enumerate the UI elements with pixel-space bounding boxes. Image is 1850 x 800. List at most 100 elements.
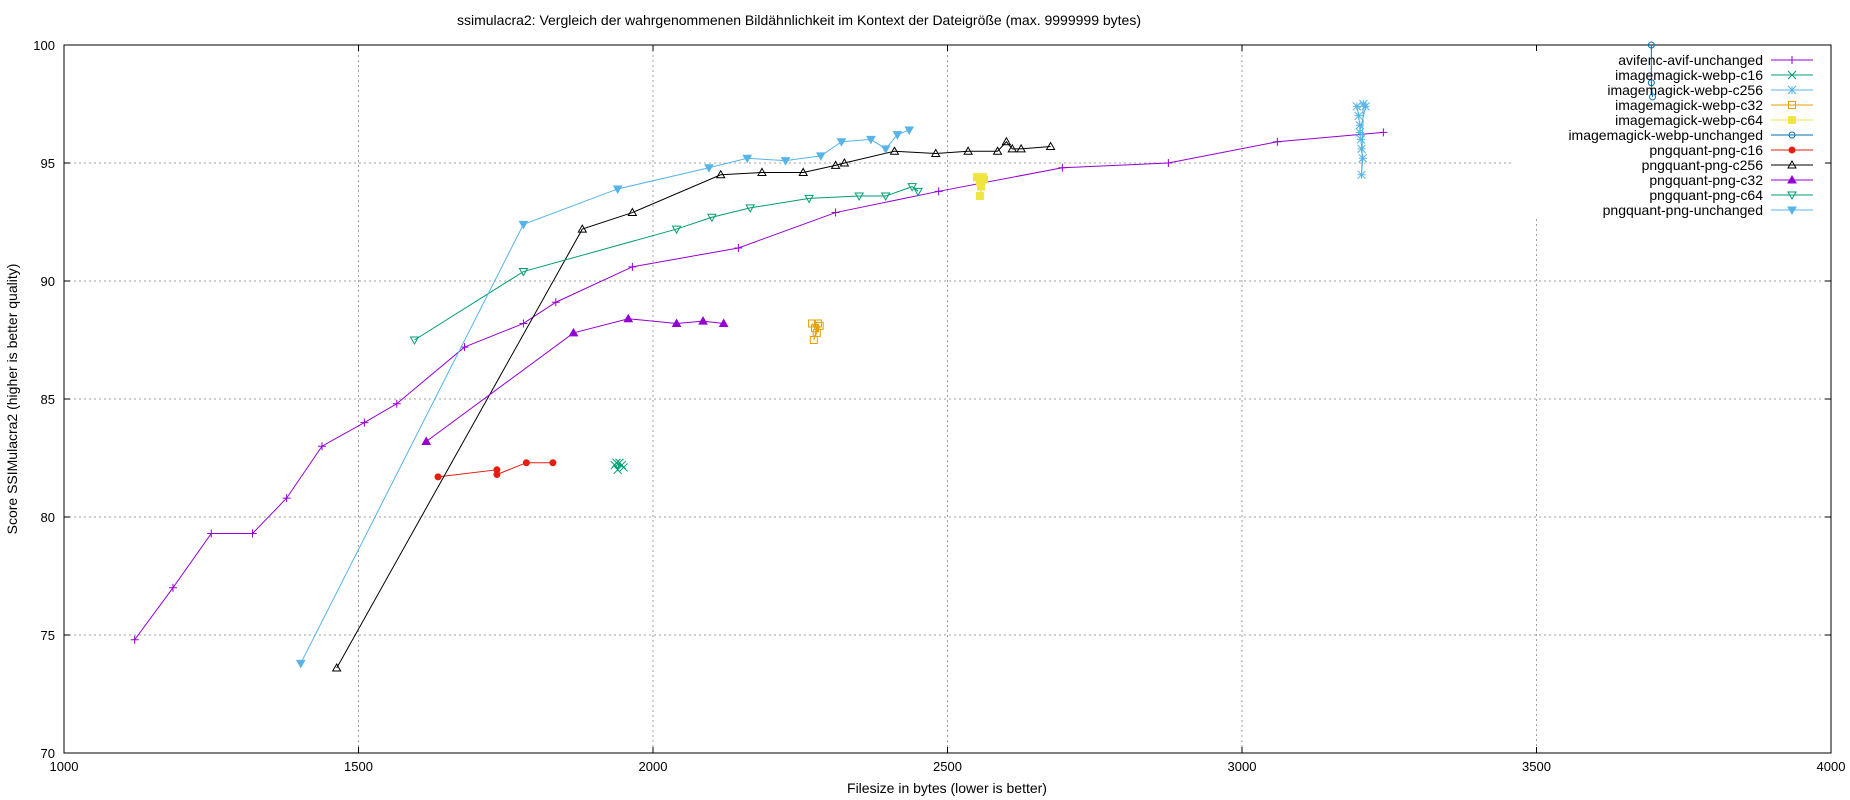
data-point — [798, 167, 809, 176]
data-point — [612, 458, 621, 468]
y-tick-label: 95 — [41, 156, 55, 171]
chart-title: ssimulacra2: Vergleich der wahrgenommene… — [457, 12, 1141, 28]
data-point — [930, 148, 941, 158]
data-point — [742, 154, 753, 164]
x-axis-label: Filesize in bytes (lower is better) — [847, 780, 1047, 796]
legend-label: avifenc-avif-unchanged — [1618, 52, 1763, 68]
data-point — [889, 146, 900, 155]
data-point — [282, 494, 291, 503]
data-point — [715, 169, 726, 179]
legend-label: imagemagick-webp-c32 — [1615, 97, 1763, 113]
data-point — [704, 164, 714, 173]
legend-marker — [1787, 85, 1797, 95]
y-tick-label: 80 — [41, 510, 55, 525]
data-point — [671, 318, 682, 327]
series-line — [300, 129, 910, 664]
x-tick-label: 2500 — [933, 759, 962, 774]
series-layer — [130, 41, 1657, 672]
series-pngquant-png-c256 — [331, 136, 1056, 672]
series-pngquant-png-unchanged — [295, 126, 915, 669]
data-point — [619, 463, 628, 472]
data-point — [628, 262, 637, 271]
data-point — [409, 336, 420, 346]
data-point — [519, 319, 528, 328]
data-point — [780, 157, 791, 166]
data-point — [816, 152, 826, 161]
data-point — [671, 225, 682, 235]
legend-entry: pngquant-png-c64 — [1649, 187, 1813, 203]
legend-marker — [1787, 174, 1797, 184]
legend-marker — [1788, 146, 1796, 154]
data-point — [718, 318, 729, 327]
data-point — [880, 145, 891, 154]
data-point — [907, 183, 918, 192]
y-axis-label: Score SSIMulacra2 (higher is better qual… — [4, 264, 20, 535]
data-point — [168, 583, 177, 592]
data-point — [568, 327, 579, 337]
data-point — [854, 192, 865, 202]
y-tick-label: 75 — [41, 628, 55, 643]
x-tick-label: 3500 — [1522, 759, 1551, 774]
data-point — [904, 126, 915, 135]
legend-label: pngquant-png-c32 — [1649, 172, 1763, 188]
data-point — [248, 529, 257, 538]
data-point — [434, 473, 442, 481]
x-tick-label: 2000 — [639, 759, 668, 774]
data-point — [810, 324, 819, 333]
legend-marker — [1787, 206, 1797, 216]
data-point — [1357, 170, 1366, 180]
data-point — [1649, 93, 1657, 101]
series-pngquant-png-c16 — [434, 459, 557, 481]
data-point — [707, 213, 717, 223]
data-point — [518, 220, 529, 230]
series-imagemagick-webp-unchanged — [1647, 41, 1657, 101]
legend-marker — [1787, 70, 1797, 80]
x-tick-label: 1000 — [50, 759, 79, 774]
data-point — [830, 160, 841, 169]
data-point — [980, 175, 989, 184]
legend-entry: imagemagick-webp-c64 — [1615, 112, 1813, 128]
data-point — [1016, 143, 1026, 153]
data-point — [992, 146, 1003, 155]
data-point — [518, 268, 529, 277]
data-point — [1007, 143, 1018, 153]
data-point — [577, 224, 588, 233]
legend-marker — [1787, 191, 1797, 201]
data-point — [698, 316, 708, 325]
series-line — [414, 186, 919, 341]
legend-label: pngquant-png-unchanged — [1603, 202, 1763, 218]
data-point — [1357, 144, 1366, 154]
data-point — [934, 187, 943, 196]
legend-marker — [1788, 116, 1796, 124]
data-point — [130, 635, 139, 644]
data-point — [977, 182, 986, 191]
data-point — [421, 436, 432, 445]
data-point — [1356, 135, 1366, 144]
data-point — [551, 298, 560, 307]
data-point — [612, 185, 623, 194]
legend-entry: pngquant-png-c256 — [1642, 157, 1813, 173]
data-point — [1001, 136, 1012, 146]
data-point — [317, 442, 326, 451]
data-point — [1647, 41, 1655, 49]
data-point — [360, 418, 369, 427]
data-point — [892, 131, 903, 140]
legend-marker — [1788, 131, 1796, 139]
x-tick-label: 3000 — [1228, 759, 1257, 774]
legend-entry: pngquant-png-unchanged — [1603, 202, 1813, 218]
series-imagemagick-webp-c256 — [1352, 99, 1371, 180]
data-point — [1164, 159, 1173, 167]
series-pngquant-png-c64 — [409, 183, 923, 346]
data-point — [757, 167, 767, 176]
data-point — [331, 663, 342, 672]
series-line — [425, 318, 724, 442]
data-point — [734, 243, 743, 252]
data-point — [1647, 79, 1655, 87]
data-point — [866, 135, 876, 145]
legend-label: pngquant-png-c64 — [1649, 187, 1763, 203]
data-point — [831, 208, 840, 217]
y-tick-label: 85 — [41, 392, 55, 407]
axis-ticks: 1000 1500 2000 2500 3000 3500 4000 70 75 80 85 90 95… — [33, 38, 1845, 774]
data-point — [1058, 163, 1067, 172]
